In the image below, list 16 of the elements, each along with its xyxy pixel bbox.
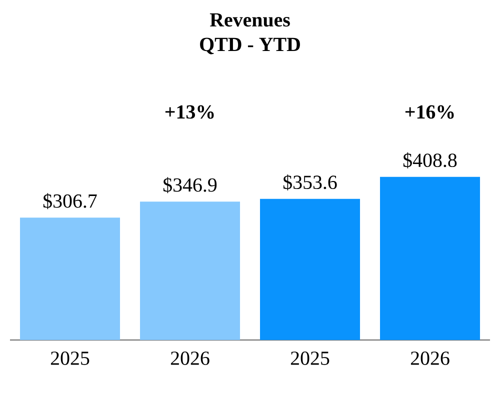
- data-label: $353.6: [283, 174, 337, 190]
- x-tick-label: 2026: [410, 352, 450, 365]
- text: +13%: [165, 105, 214, 119]
- chart-subtitle: QTD - YTD: [200, 38, 300, 54]
- x-tick-label: 2026: [170, 352, 210, 365]
- bar: [140, 202, 240, 340]
- data-label: $408.8: [403, 152, 457, 168]
- data-label: $346.9: [163, 177, 217, 194]
- chart-title: Revenues: [210, 13, 290, 27]
- data-label: $306.7: [43, 193, 97, 210]
- text: +16%: [405, 105, 454, 119]
- x-tick-label: 2025: [50, 352, 90, 365]
- bar: [260, 198, 360, 340]
- x-tick-label: 2025: [290, 352, 330, 365]
- bar: [20, 218, 120, 340]
- bar: [380, 176, 480, 340]
